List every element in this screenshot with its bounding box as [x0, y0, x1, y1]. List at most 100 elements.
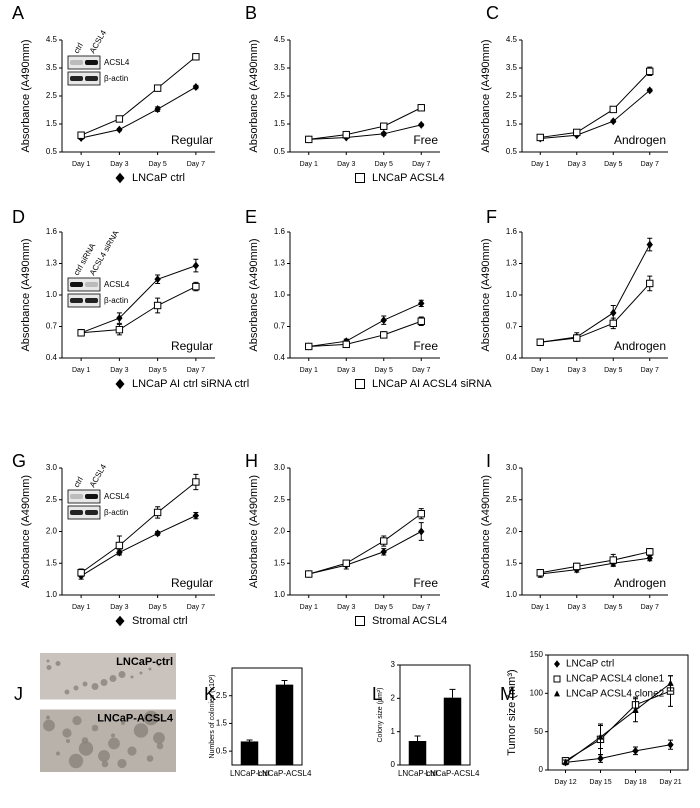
x-tick-label: Day 3 [568, 161, 586, 168]
y-tick-label: 3.5 [274, 63, 286, 72]
blot-band [85, 76, 98, 81]
marker [116, 314, 123, 323]
colony [146, 755, 154, 762]
blot-band [85, 60, 98, 65]
marker [609, 319, 617, 328]
legend-label: LNCaP ACSL4 clone2 [566, 689, 665, 700]
x-tick-label: Day 3 [568, 367, 586, 374]
x-tick-label: Day 7 [412, 161, 430, 168]
marker [115, 378, 125, 390]
y-axis-label: Absorbance (A490mm) [248, 238, 260, 351]
blot-frame [67, 55, 101, 70]
legend-label: LNCaP ctrl [566, 659, 614, 670]
panel-letter: M [500, 684, 515, 704]
colony [101, 760, 109, 768]
series-line [308, 124, 422, 140]
panel-letter: F [486, 207, 497, 227]
colony [91, 683, 99, 690]
panel-letter: L [372, 684, 382, 704]
y-tick-label: 2.0 [46, 527, 58, 536]
x-tick-label: Day 3 [568, 604, 586, 611]
error-bar [246, 739, 253, 742]
x-tick-label: Day 5 [375, 604, 393, 611]
y-tick-label: 0.5 [46, 147, 58, 156]
y-tick-label: 2.5 [216, 691, 228, 700]
panel-letter: J [14, 684, 23, 704]
colony [66, 739, 70, 743]
x-tick-label: Day 5 [148, 367, 166, 374]
colony [62, 728, 72, 738]
condition-label: Free [413, 576, 438, 590]
x-tick-label: Day 3 [110, 161, 128, 168]
blot-frame [67, 489, 101, 504]
marker [646, 548, 654, 556]
panel-letter: K [204, 684, 216, 704]
y-tick-label: 2.5 [506, 91, 518, 100]
series-line [540, 244, 651, 343]
series-line [80, 265, 197, 334]
y-axis-label: Absorbance (A490mm) [20, 475, 32, 588]
panel-letter: H [245, 451, 258, 471]
marker [536, 338, 544, 346]
marker [380, 129, 387, 138]
panel-letter: C [486, 3, 499, 23]
marker [192, 478, 200, 486]
error-bar [414, 735, 421, 741]
y-axis-label: Tumor size (mm³) [506, 669, 518, 755]
marker [153, 508, 162, 517]
marker [116, 125, 123, 134]
lane-label: ACSL4 [88, 462, 109, 489]
y-axis-label: Numbers of colonies (x10²) [209, 674, 216, 758]
condition-label: Androgen [614, 339, 666, 353]
legend-label: LNCaP ACSL4 [372, 172, 445, 184]
marker [77, 131, 85, 139]
marker [536, 569, 544, 577]
marker [646, 67, 654, 76]
x-tick-label: Day 1 [72, 604, 90, 611]
x-tick-label: Day 7 [641, 161, 659, 168]
x-tick-label: Day 7 [187, 367, 205, 374]
y-tick-label: 1.5 [216, 719, 228, 728]
y-tick-label: 1.0 [46, 590, 58, 599]
marker [154, 529, 161, 538]
series-line [565, 682, 671, 763]
y-tick-label: 1 [391, 727, 396, 736]
band-label: β-actin [104, 74, 128, 83]
marker [562, 758, 569, 765]
y-tick-label: 1.5 [274, 119, 286, 128]
marker [609, 556, 617, 564]
y-axis-label: Colony size (μm²) [377, 688, 384, 743]
band-label: ACSL4 [104, 492, 130, 501]
y-tick-label: 0.7 [506, 322, 518, 331]
x-tick-label: Day 7 [412, 367, 430, 374]
y-tick-label: 1.0 [506, 290, 518, 299]
legend-label: LNCaP AI ACSL4 siRNA [372, 378, 492, 390]
y-tick-label: 1.0 [46, 290, 58, 299]
band-label: β-actin [104, 508, 128, 517]
condition-label: Androgen [614, 576, 666, 590]
colony [153, 732, 165, 744]
y-tick-label: 2.0 [274, 527, 286, 536]
bar [240, 741, 259, 765]
y-tick-label: 2 [391, 693, 396, 702]
condition-label: Regular [171, 133, 213, 147]
colony [130, 675, 134, 679]
y-tick-label: 2.5 [46, 91, 58, 100]
x-tick-label: Day 5 [604, 604, 622, 611]
bar [408, 741, 427, 765]
y-tick-label: 1.5 [46, 558, 58, 567]
marker [305, 135, 313, 144]
colony [56, 751, 60, 756]
marker [154, 105, 161, 114]
marker [380, 122, 388, 130]
series-line [308, 320, 422, 347]
band-label: ACSL4 [104, 58, 130, 67]
x-tick-label: Day 21 [659, 779, 681, 786]
y-axis-label: Absorbance (A490mm) [20, 39, 32, 152]
x-tick-label: Day 15 [589, 779, 611, 786]
marker [667, 679, 674, 686]
y-tick-label: 1.5 [46, 119, 58, 128]
series-line [81, 286, 197, 334]
colony [133, 723, 149, 738]
